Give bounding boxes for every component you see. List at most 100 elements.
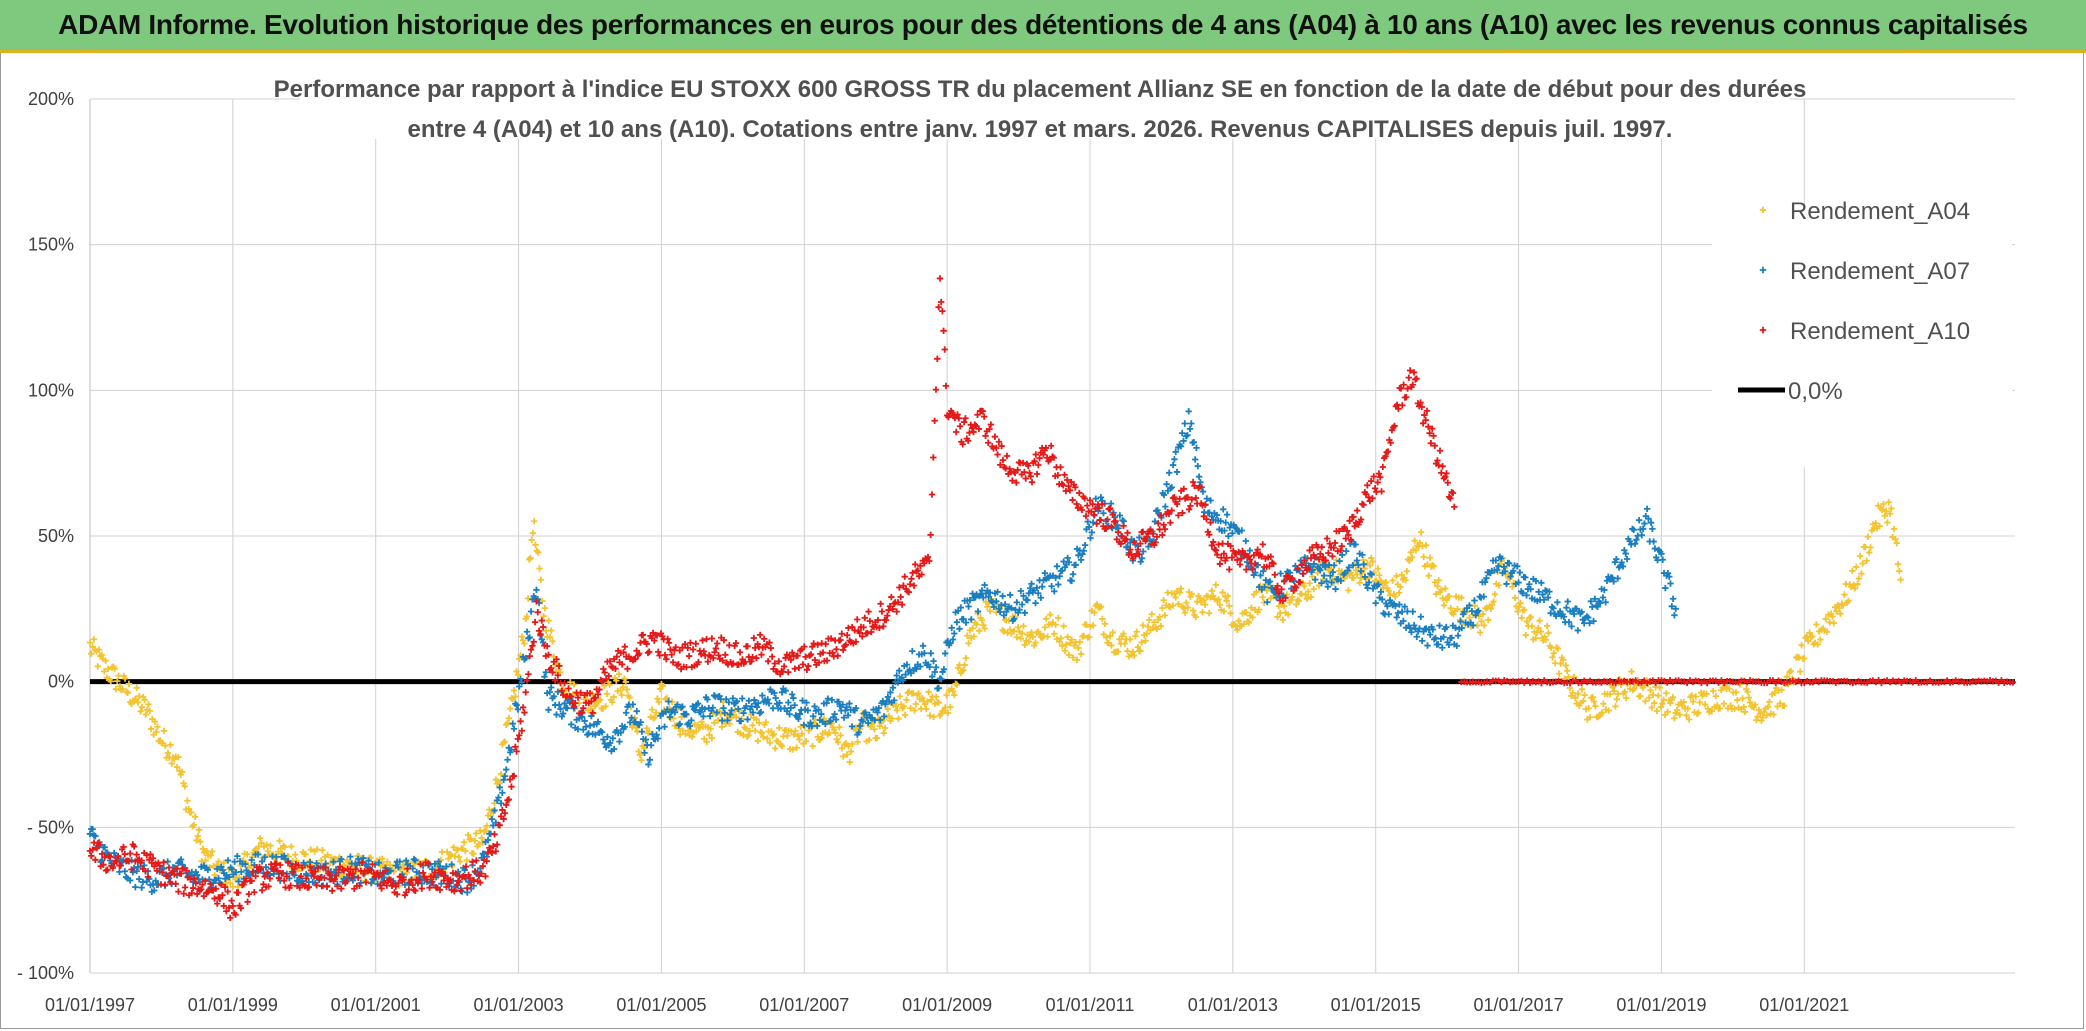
data-point xyxy=(1763,712,1770,719)
data-point xyxy=(756,631,764,639)
data-point xyxy=(1010,615,1018,623)
data-point xyxy=(92,832,99,840)
data-point xyxy=(1667,699,1674,707)
data-point xyxy=(324,851,331,859)
data-point xyxy=(1610,687,1618,695)
data-point xyxy=(859,633,866,640)
data-point xyxy=(429,865,436,873)
data-point xyxy=(1042,444,1050,452)
data-point xyxy=(1553,644,1560,651)
legend-label: 0,0% xyxy=(1788,378,1843,405)
data-point xyxy=(524,595,532,602)
data-point xyxy=(1586,714,1594,721)
data-point xyxy=(1048,583,1055,590)
data-point xyxy=(1061,647,1069,654)
data-point xyxy=(626,694,633,701)
data-point xyxy=(177,856,185,863)
data-point xyxy=(147,725,155,733)
data-point xyxy=(808,722,816,730)
data-point xyxy=(827,635,835,642)
data-point xyxy=(257,865,264,873)
data-point xyxy=(529,529,537,537)
data-point xyxy=(912,700,920,708)
data-point xyxy=(648,706,656,713)
data-point xyxy=(918,571,925,578)
data-point xyxy=(491,807,498,814)
data-point xyxy=(594,691,602,698)
data-point xyxy=(646,648,653,655)
data-point xyxy=(1866,549,1873,556)
data-point xyxy=(610,693,617,701)
data-point xyxy=(968,616,975,623)
data-point xyxy=(592,731,599,738)
data-point xyxy=(530,638,537,645)
x-tick-label: 01/01/2001 xyxy=(331,995,421,1015)
data-point xyxy=(497,800,505,807)
data-point xyxy=(824,695,832,702)
data-point xyxy=(1108,642,1115,649)
data-point xyxy=(1109,511,1116,518)
data-point xyxy=(905,588,912,596)
data-point xyxy=(1487,605,1495,612)
data-point xyxy=(100,861,107,868)
data-point xyxy=(996,608,1004,616)
data-point xyxy=(1703,690,1710,698)
data-point xyxy=(1434,457,1441,464)
data-point xyxy=(970,428,977,436)
data-point xyxy=(1734,696,1741,704)
data-point xyxy=(1059,567,1066,574)
data-point xyxy=(814,641,821,648)
data-point xyxy=(1830,619,1837,627)
data-point xyxy=(814,722,821,730)
data-point xyxy=(1605,707,1612,714)
data-point xyxy=(548,627,555,634)
data-point xyxy=(1245,619,1253,626)
data-point xyxy=(842,707,849,714)
data-point xyxy=(276,837,283,845)
data-point xyxy=(395,864,402,871)
data-point xyxy=(1503,580,1510,588)
data-point xyxy=(707,725,714,732)
data-point xyxy=(1527,613,1534,621)
data-point xyxy=(436,886,444,894)
data-point xyxy=(1027,473,1034,480)
data-point xyxy=(1813,621,1820,628)
data-point xyxy=(896,584,903,591)
data-point xyxy=(245,890,253,898)
data-point xyxy=(547,684,555,691)
data-point xyxy=(1659,556,1666,563)
data-point xyxy=(844,712,852,719)
data-point xyxy=(836,723,843,731)
data-point xyxy=(457,887,464,895)
data-point xyxy=(1031,457,1038,465)
data-point xyxy=(379,855,386,863)
data-point xyxy=(471,868,479,875)
data-point xyxy=(932,386,940,393)
data-point xyxy=(1751,701,1759,708)
data-point xyxy=(815,659,823,666)
data-point xyxy=(805,662,812,670)
data-point xyxy=(748,658,755,665)
data-point xyxy=(832,729,839,737)
data-point xyxy=(1335,527,1343,535)
data-point xyxy=(1479,610,1487,618)
x-tick-label: 01/01/1999 xyxy=(188,995,278,1015)
data-point xyxy=(1328,579,1335,586)
data-point xyxy=(1424,642,1431,649)
data-point xyxy=(823,699,830,707)
data-point xyxy=(1361,565,1368,572)
x-tick-label: 01/01/2003 xyxy=(474,995,564,1015)
data-point xyxy=(681,641,689,648)
data-point xyxy=(1622,694,1630,702)
data-point xyxy=(622,678,629,686)
data-point xyxy=(1533,629,1541,636)
data-point xyxy=(919,642,927,650)
data-point xyxy=(1171,456,1178,463)
data-point xyxy=(1442,585,1449,592)
data-point xyxy=(1033,584,1041,592)
data-point xyxy=(508,746,515,753)
data-point xyxy=(1837,610,1844,617)
chart-title-background xyxy=(300,61,1790,139)
data-point xyxy=(1685,716,1693,723)
data-point xyxy=(1420,553,1427,561)
